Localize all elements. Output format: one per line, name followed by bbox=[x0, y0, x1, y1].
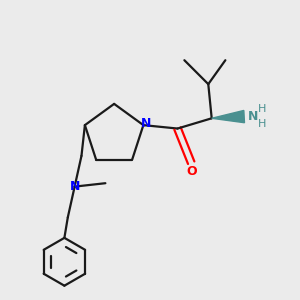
Text: H: H bbox=[258, 104, 266, 114]
Text: O: O bbox=[186, 165, 196, 178]
Text: H: H bbox=[258, 119, 266, 129]
Text: N: N bbox=[141, 117, 151, 130]
Text: N: N bbox=[69, 180, 80, 193]
Polygon shape bbox=[212, 110, 244, 123]
Text: N: N bbox=[248, 110, 258, 123]
